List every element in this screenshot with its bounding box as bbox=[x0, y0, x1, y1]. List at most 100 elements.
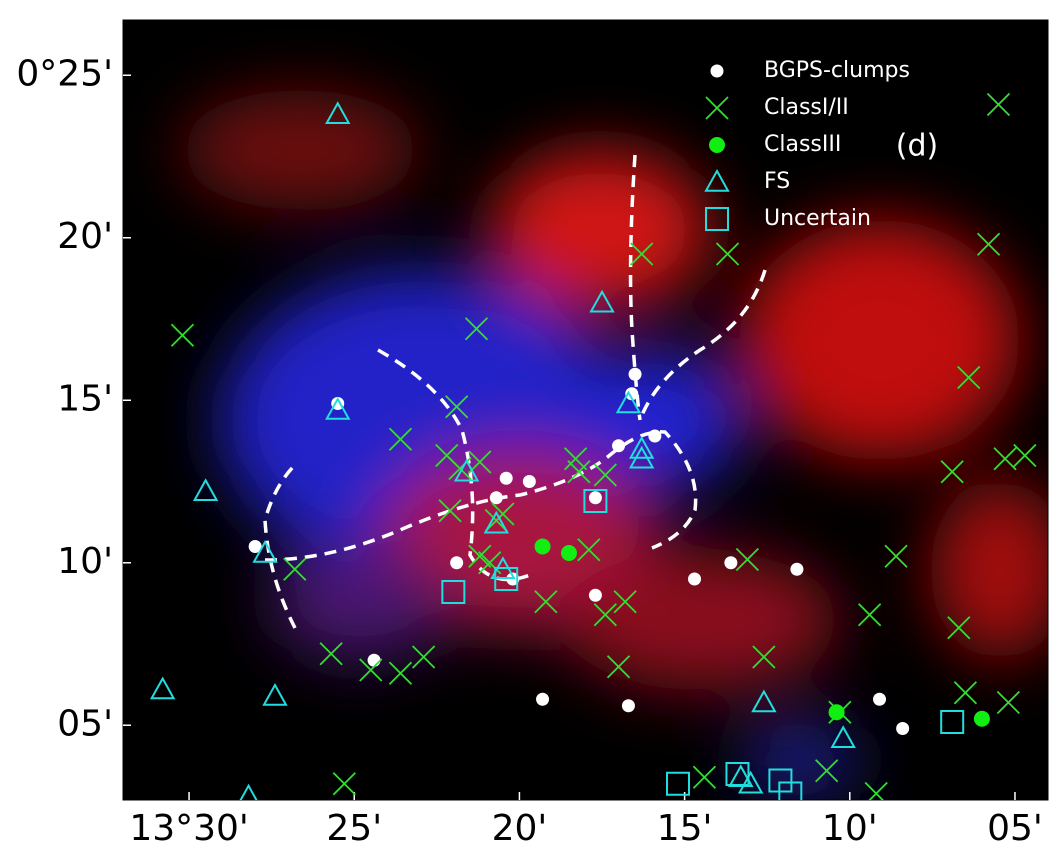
circle-marker bbox=[828, 704, 845, 721]
plot-frame bbox=[122, 19, 1049, 801]
square-marker bbox=[778, 781, 803, 800]
circle-marker bbox=[499, 471, 513, 485]
square-marker bbox=[441, 580, 466, 604]
circle-marker bbox=[688, 572, 702, 586]
circle-marker bbox=[790, 562, 804, 576]
markers bbox=[149, 92, 1037, 800]
triangle-marker bbox=[728, 764, 754, 788]
x-marker bbox=[445, 395, 469, 419]
circle-marker bbox=[710, 64, 724, 78]
circle-marker bbox=[612, 439, 626, 453]
x-marker bbox=[752, 645, 776, 669]
x-marker bbox=[606, 655, 631, 679]
circle-marker bbox=[709, 137, 725, 153]
x-marker bbox=[170, 323, 195, 347]
x-marker bbox=[567, 460, 591, 484]
square-marker bbox=[583, 489, 608, 513]
circle-marker bbox=[873, 692, 887, 706]
circle-marker bbox=[367, 653, 381, 667]
triangle-marker bbox=[628, 435, 655, 459]
triangle-marker bbox=[239, 783, 258, 800]
x-marker bbox=[388, 661, 413, 685]
x-marker bbox=[534, 590, 558, 614]
square-marker bbox=[705, 207, 729, 231]
circle-marker bbox=[248, 540, 262, 553]
circle-marker bbox=[534, 538, 551, 555]
x-marker bbox=[864, 781, 888, 800]
circle-marker bbox=[621, 699, 635, 713]
x-marker bbox=[563, 447, 588, 471]
circle-marker bbox=[450, 556, 464, 570]
x-marker bbox=[468, 544, 492, 568]
triangle-marker bbox=[830, 725, 856, 749]
square-marker bbox=[768, 768, 793, 793]
circle-marker bbox=[536, 692, 550, 706]
panel-label: (d) bbox=[896, 129, 938, 164]
circle-marker bbox=[588, 588, 602, 602]
legend-label: FS bbox=[764, 169, 790, 194]
square-marker bbox=[494, 567, 519, 591]
square-marker bbox=[940, 710, 965, 734]
legend-label: Uncertain bbox=[764, 206, 871, 231]
x-marker bbox=[976, 232, 1001, 256]
y-tick-label: 10' bbox=[57, 541, 113, 582]
legend-label: BGPS-clumps bbox=[764, 58, 910, 83]
y-tick-label: 05' bbox=[57, 703, 113, 744]
triangle-marker bbox=[704, 168, 730, 192]
x-marker bbox=[319, 642, 343, 666]
triangle-marker bbox=[628, 445, 655, 469]
x-marker bbox=[953, 681, 978, 705]
y-tick-label: 0°25' bbox=[16, 53, 113, 94]
x-tick-label: 15' bbox=[657, 808, 713, 849]
square-marker bbox=[725, 762, 750, 786]
x-marker bbox=[464, 317, 489, 341]
x-marker bbox=[986, 92, 1011, 117]
x-tick-label: 20' bbox=[492, 808, 548, 849]
circle-marker bbox=[625, 387, 639, 401]
triangle-marker bbox=[325, 101, 351, 125]
y-tick-label: 15' bbox=[57, 378, 113, 419]
x-marker bbox=[957, 365, 981, 390]
x-tick-label: 05' bbox=[987, 808, 1043, 849]
triangle-marker bbox=[325, 396, 351, 420]
x-marker bbox=[1013, 443, 1037, 468]
x-tick-label: 10' bbox=[822, 808, 878, 849]
x-marker bbox=[577, 538, 601, 562]
x-marker bbox=[593, 603, 617, 627]
triangle-marker bbox=[751, 689, 777, 713]
x-marker bbox=[359, 658, 383, 682]
x-marker bbox=[692, 765, 717, 789]
x-marker bbox=[630, 242, 654, 266]
x-marker bbox=[491, 502, 515, 526]
circle-marker bbox=[648, 429, 662, 443]
circle-marker bbox=[973, 710, 990, 727]
circle-marker bbox=[522, 475, 536, 488]
x-marker bbox=[411, 645, 436, 669]
triangle-marker bbox=[149, 676, 176, 700]
triangle-marker bbox=[453, 458, 480, 482]
circle-marker bbox=[628, 367, 642, 381]
x-tick-label: 25' bbox=[326, 808, 382, 849]
triangle-marker bbox=[252, 539, 278, 563]
square-marker bbox=[666, 771, 690, 796]
x-marker bbox=[332, 772, 356, 796]
legend-label: ClassIII bbox=[764, 132, 841, 157]
x-marker bbox=[993, 447, 1017, 471]
x-marker bbox=[735, 547, 760, 572]
triangle-marker bbox=[262, 682, 288, 706]
x-marker bbox=[438, 499, 462, 523]
x-marker bbox=[940, 460, 964, 484]
x-tick-label: 13°30' bbox=[129, 808, 249, 849]
circle-marker bbox=[896, 722, 910, 735]
circle-marker bbox=[588, 491, 602, 505]
y-tick-label: 20' bbox=[57, 216, 113, 257]
triangle-marker bbox=[483, 510, 510, 534]
triangle-marker bbox=[589, 289, 615, 313]
x-marker bbox=[705, 96, 729, 120]
legend-label: ClassI/II bbox=[764, 95, 849, 120]
circle-marker bbox=[724, 556, 738, 570]
x-marker bbox=[388, 427, 413, 451]
x-marker bbox=[613, 590, 637, 614]
x-marker bbox=[857, 603, 882, 627]
